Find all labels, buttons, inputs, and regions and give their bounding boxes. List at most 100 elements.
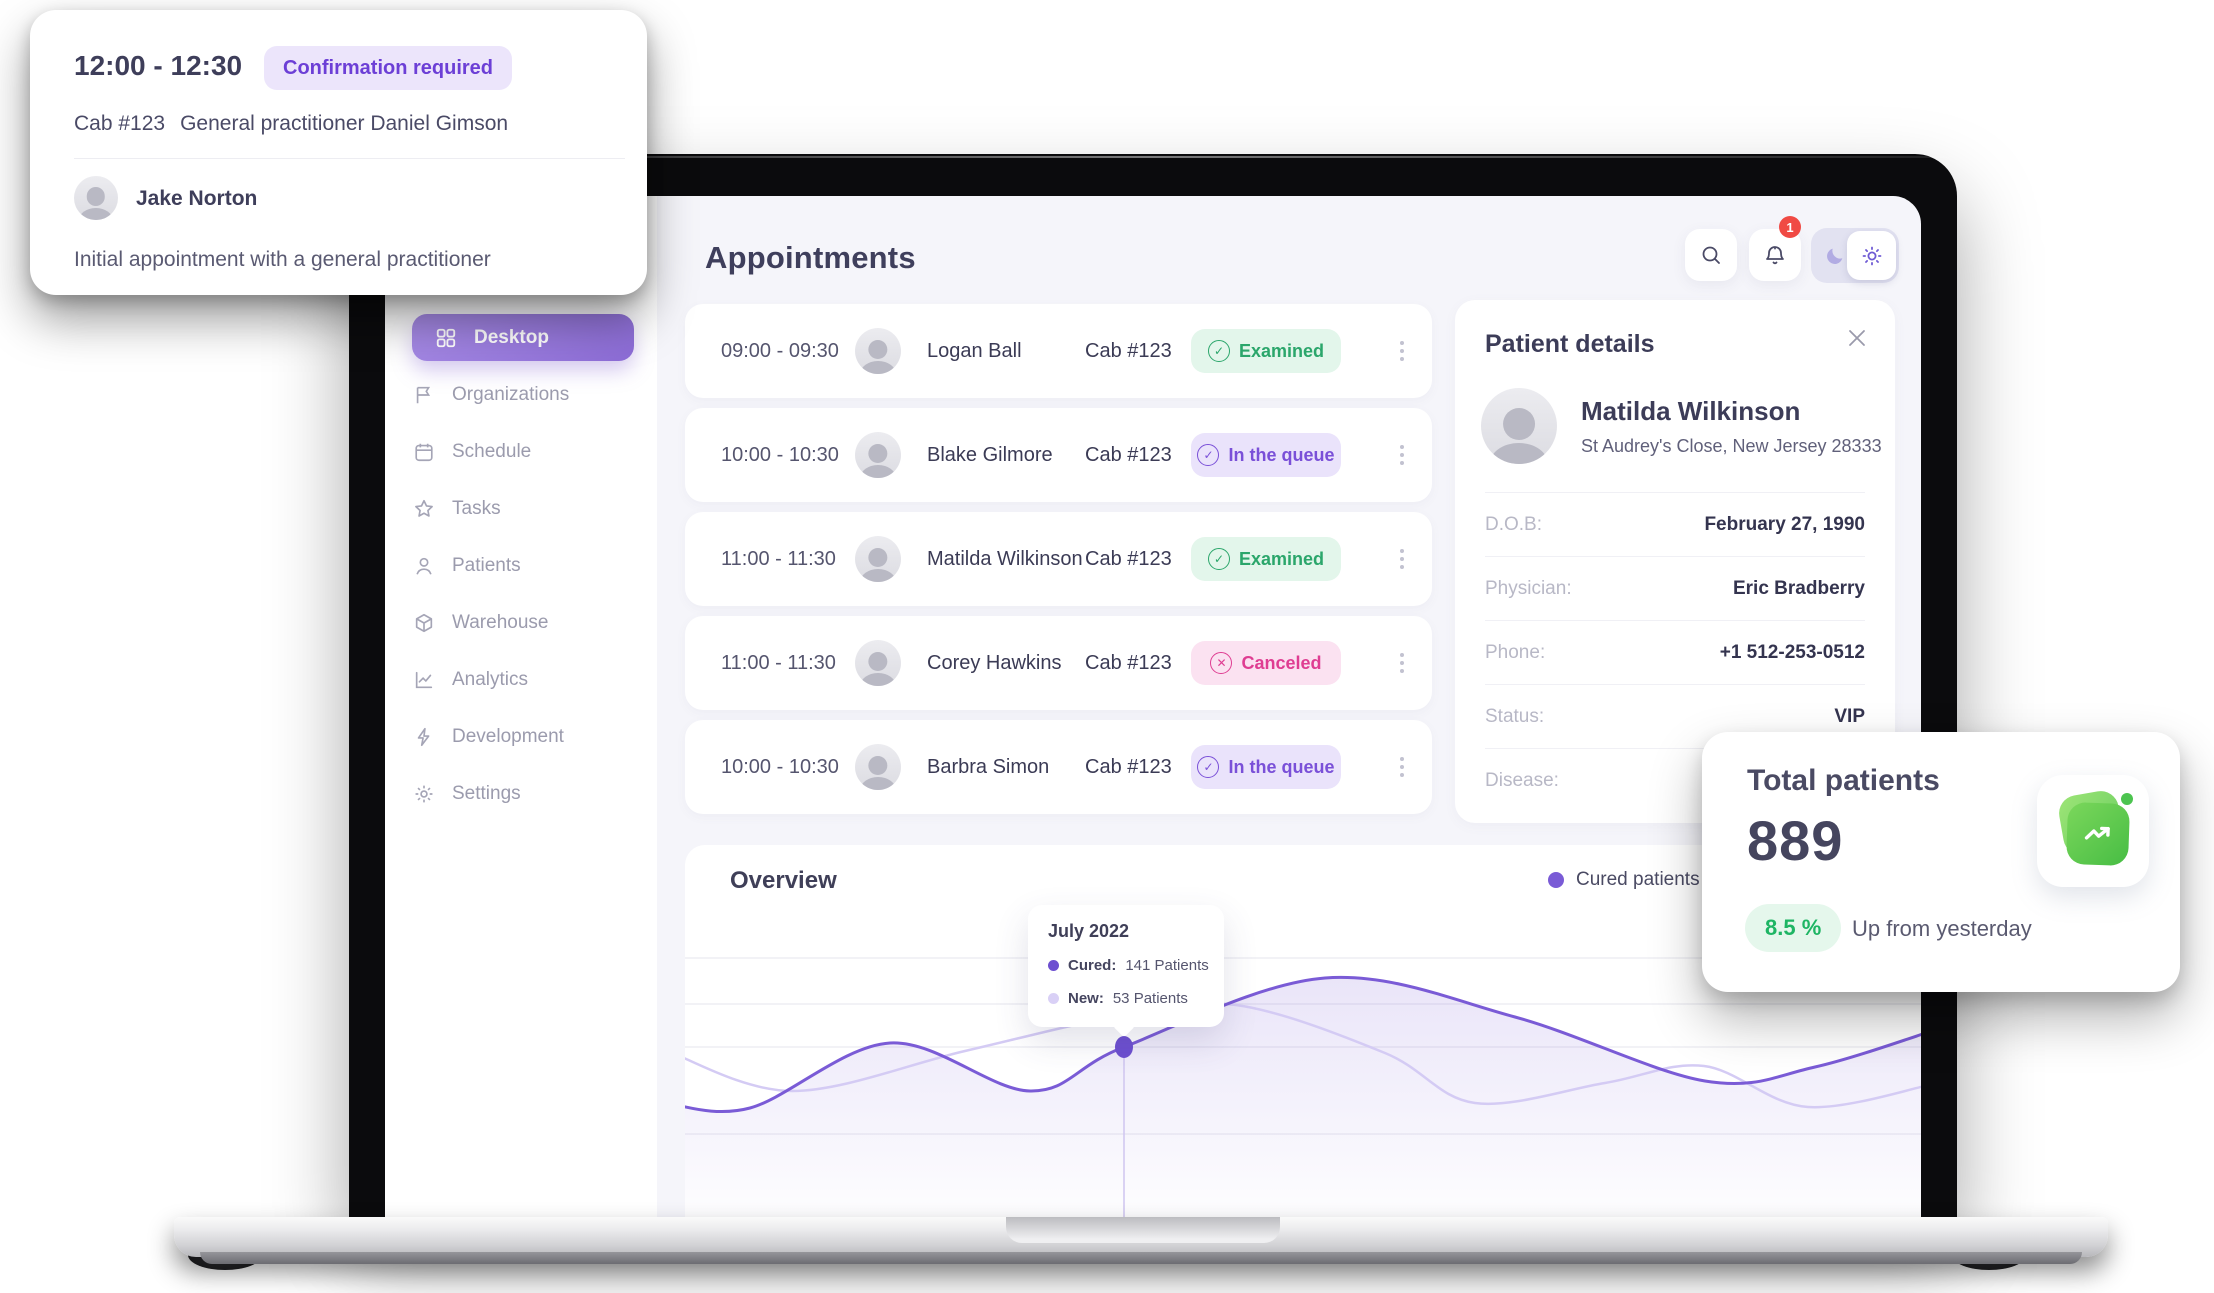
sidebar-item-patients[interactable]: Patients [412, 544, 626, 588]
delta-badge: 8.5 % [1745, 904, 1842, 952]
patient-avatar [855, 432, 901, 478]
star-icon [412, 497, 436, 521]
sidebar-item-organizations[interactable]: Organizations [412, 373, 626, 417]
patient-avatar [74, 176, 118, 220]
patient-field-row: Phone: +1 512-253-0512 [1485, 620, 1865, 684]
total-patients-title: Total patients [1747, 764, 1940, 797]
appointment-row[interactable]: 11:00 - 11:30 Corey Hawkins Cab #123 ✕ Ca… [685, 616, 1432, 710]
confirmation-badge: Confirmation required [264, 46, 513, 90]
new-dot-icon [1048, 993, 1059, 1004]
cab-number: Cab #123 [74, 112, 166, 135]
patient-avatar [855, 328, 901, 374]
cab-number: Cab #123 [1085, 755, 1172, 778]
page-title: Appointments [705, 240, 916, 275]
row-menu-button[interactable] [1394, 751, 1410, 783]
patient-name: Blake Gilmore [927, 443, 1053, 466]
gear-icon [412, 782, 436, 806]
status-badge: ✕ Canceled [1191, 641, 1341, 685]
box-icon [412, 611, 436, 635]
patient-name: Matilda Wilkinson [927, 547, 1083, 570]
sidebar-item-development[interactable]: Development [412, 715, 626, 759]
search-icon [1699, 243, 1723, 267]
patient-address: St Audrey's Close, New Jersey 28333 [1581, 436, 1882, 456]
bolt-icon [412, 725, 436, 749]
sidebar-item-label: Patients [452, 555, 521, 576]
moon-icon[interactable] [1824, 245, 1846, 267]
trending-up-icon [2065, 801, 2131, 867]
close-icon[interactable] [1845, 326, 1869, 350]
status-icon: ✓ [1197, 756, 1220, 778]
total-patients-value: 889 [1747, 809, 1844, 872]
legend-dot-icon [1548, 872, 1564, 888]
sidebar-item-label: Analytics [452, 669, 529, 690]
theme-toggle[interactable] [1811, 228, 1899, 283]
appointment-row[interactable]: 10:00 - 10:30 Barbra Simon Cab #123 ✓ In … [685, 720, 1432, 814]
status-icon: ✕ [1210, 652, 1233, 674]
sidebar-item-tasks[interactable]: Tasks [412, 487, 626, 531]
chart-tooltip: July 2022 Cured: 141 Patients New: 53 Pati… [1028, 905, 1224, 1027]
status-badge: ✓ Examined [1191, 537, 1341, 581]
row-menu-button[interactable] [1394, 335, 1410, 367]
cab-number: Cab #123 [1085, 339, 1172, 362]
sidebar-item-warehouse[interactable]: Warehouse [412, 601, 626, 645]
practitioner-name: General practitioner Daniel Gimson [180, 112, 509, 135]
appointment-time-range: 12:00 - 12:30 [74, 50, 243, 81]
patient-name: Logan Ball [927, 339, 1022, 362]
row-menu-button[interactable] [1394, 647, 1410, 679]
patient-name: Barbra Simon [927, 755, 1050, 778]
legend-label: Cured patients [1576, 869, 1700, 890]
sidebar-item-label: Organizations [452, 384, 570, 405]
patient-fields: D.O.B: February 27, 1990 Physician: Eric B… [1485, 492, 1865, 812]
search-button[interactable] [1685, 229, 1737, 281]
sidebar-item-label: Settings [452, 783, 521, 804]
laptop-base-notch [1006, 1217, 1280, 1243]
row-menu-button[interactable] [1394, 543, 1410, 575]
sidebar-item-settings[interactable]: Settings [412, 772, 626, 816]
flag-icon [412, 383, 436, 407]
overview-title: Overview [730, 867, 837, 894]
panel-title: Patient details [1485, 330, 1655, 358]
sidebar-item-label: Warehouse [452, 612, 549, 633]
patient-name: Corey Hawkins [927, 651, 1062, 674]
appointment-location: Cab #123 General practitioner Daniel Gim… [74, 112, 508, 136]
sun-icon[interactable] [1847, 231, 1896, 280]
delta-caption: Up from yesterday [1852, 916, 2032, 941]
appointment-time: 11:00 - 11:30 [721, 651, 836, 674]
chart-icon [412, 668, 436, 692]
total-patients-card: Total patients 889 8.5 % Up from yesterd… [1702, 732, 2180, 992]
status-badge: ✓ In the queue [1191, 745, 1341, 789]
patient-field-row: Physician: Eric Bradberry [1485, 556, 1865, 620]
notification-badge: 1 [1779, 216, 1801, 238]
appointment-description: Initial appointment with a general pract… [74, 248, 491, 271]
appointment-row[interactable]: 10:00 - 10:30 Blake Gilmore Cab #123 ✓ In… [685, 408, 1432, 502]
patient-name: Jake Norton [136, 187, 258, 210]
row-menu-button[interactable] [1394, 439, 1410, 471]
sidebar-item-schedule[interactable]: Schedule [412, 430, 626, 474]
tooltip-cured-row: Cured: 141 Patients [1048, 957, 1209, 974]
app-window: Desktop Organizations Schedule Tasks Pat… [385, 196, 1921, 1217]
appointment-row[interactable]: 09:00 - 09:30 Logan Ball Cab #123 ✓ Exami… [685, 304, 1432, 398]
cab-number: Cab #123 [1085, 651, 1172, 674]
sidebar-item-desktop[interactable]: Desktop [412, 314, 634, 361]
tooltip-new-row: New: 53 Patients [1048, 990, 1188, 1007]
sidebar-item-label: Tasks [452, 498, 501, 519]
user-icon [412, 554, 436, 578]
overview-chart[interactable] [685, 845, 1921, 1217]
sidebar-item-label: Development [452, 726, 564, 747]
grid-icon [434, 326, 458, 350]
appointment-popup-card: 12:00 - 12:30 Confirmation required Cab … [30, 10, 647, 295]
patient-detail-name: Matilda Wilkinson [1581, 396, 1801, 426]
green-dot-icon [2121, 793, 2133, 805]
patient-field-row: Disease: [1485, 748, 1865, 812]
appointment-row[interactable]: 11:00 - 11:30 Matilda Wilkinson Cab #123… [685, 512, 1432, 606]
growth-icon-tile [2037, 775, 2149, 887]
divider [74, 158, 625, 159]
sidebar-item-label: Desktop [474, 326, 549, 348]
patient-avatar [1481, 388, 1557, 464]
laptop-base [174, 1217, 2108, 1264]
patient-avatar [855, 536, 901, 582]
sidebar-item-analytics[interactable]: Analytics [412, 658, 626, 702]
chart-legend: Cured patients [1548, 869, 1700, 891]
status-icon: ✓ [1207, 340, 1230, 362]
tooltip-title: July 2022 [1048, 921, 1130, 941]
